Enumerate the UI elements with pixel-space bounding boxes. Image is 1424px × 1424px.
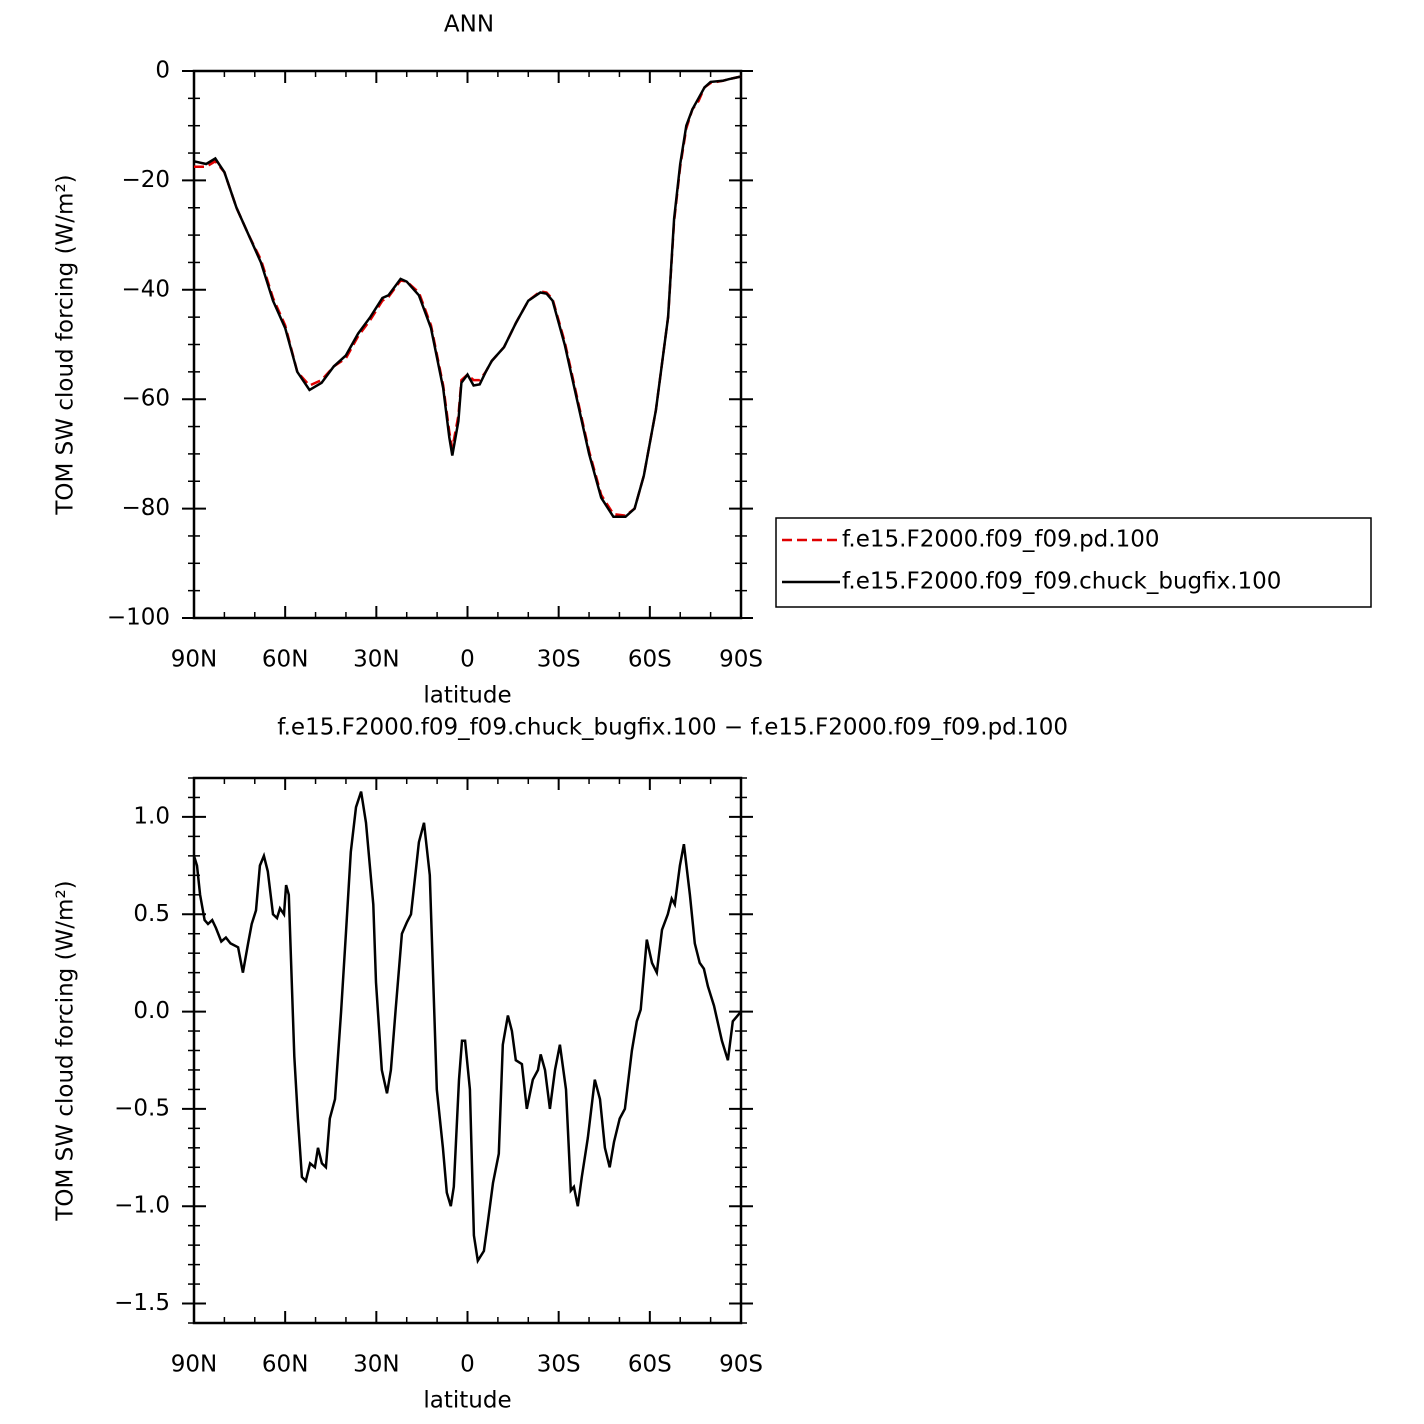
y-tick-label: −1.0 (114, 1193, 170, 1219)
y-tick-label: 0.5 (133, 901, 170, 927)
x-tick-label: 60N (262, 647, 308, 673)
y-tick-label: 0 (155, 58, 170, 84)
x-axis-label: latitude (423, 1388, 511, 1414)
x-tick-label: 90S (719, 647, 763, 673)
y-tick-label: −40 (121, 276, 170, 302)
legend-label: f.e15.F2000.f09_f09.chuck_bugfix.100 (842, 569, 1281, 595)
legend-box (775, 517, 1372, 608)
plot-frame (192, 776, 743, 1325)
x-axis-label: latitude (423, 683, 511, 709)
y-tick-label: −60 (121, 386, 170, 412)
x-tick-label: 30S (537, 647, 581, 673)
x-tick-label: 30N (353, 647, 399, 673)
x-tick-label: 90N (171, 1352, 217, 1378)
plot-frame (192, 69, 743, 620)
legend-label: f.e15.F2000.f09_f09.pd.100 (842, 527, 1160, 553)
y-tick-label: −80 (121, 495, 170, 521)
data-line (194, 75, 742, 518)
x-tick-label: 60N (262, 1352, 308, 1378)
x-tick-label: 90N (171, 647, 217, 673)
x-tick-label: 0 (460, 647, 475, 673)
y-tick-label: 1.0 (133, 803, 170, 829)
y-tick-label: −20 (121, 167, 170, 193)
x-tick-label: 30N (353, 1352, 399, 1378)
data-line (193, 75, 742, 519)
y-tick-label: −0.5 (114, 1095, 170, 1121)
y-axis-label: TOM SW cloud forcing (W/m²) (53, 880, 79, 1221)
x-tick-label: 30S (537, 1352, 581, 1378)
y-axis-label: TOM SW cloud forcing (W/m²) (53, 174, 79, 515)
chart-title: ANN (444, 12, 494, 38)
y-tick-label: −1.5 (114, 1290, 170, 1316)
y-tick-label: 0.0 (133, 998, 170, 1024)
y-tick-label: −100 (107, 605, 170, 631)
x-tick-label: 0 (460, 1352, 475, 1378)
x-tick-label: 60S (628, 1352, 672, 1378)
x-tick-label: 60S (628, 647, 672, 673)
x-tick-label: 90S (719, 1352, 763, 1378)
data-line (192, 791, 742, 1265)
chart-title: f.e15.F2000.f09_f09.chuck_bugfix.100 − f… (277, 715, 1068, 741)
